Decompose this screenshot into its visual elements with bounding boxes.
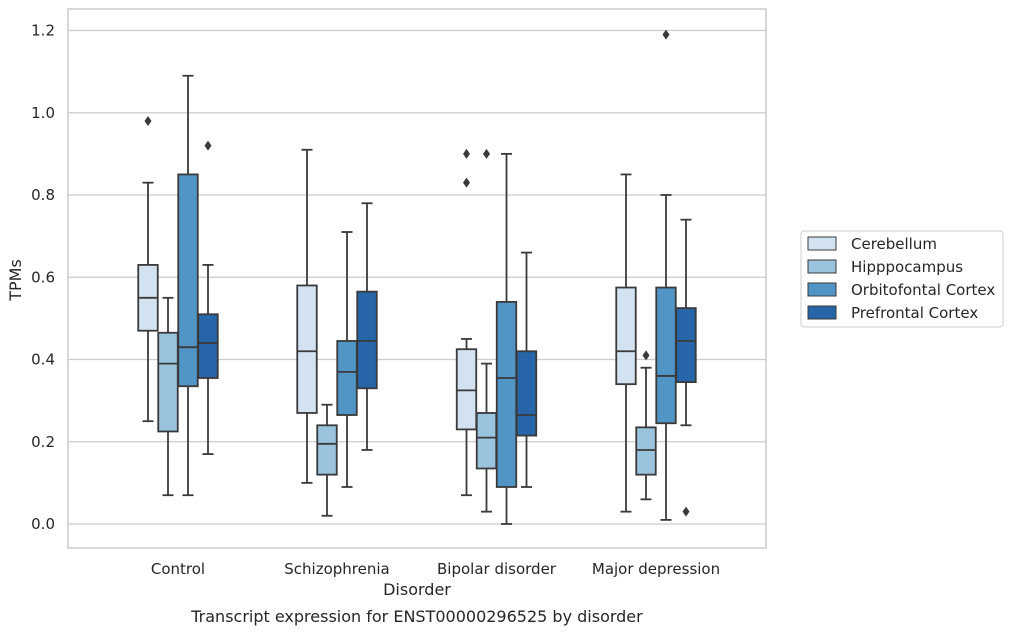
legend-label: Hipppocampus	[851, 258, 963, 276]
legend-frame	[800, 230, 1004, 328]
x-axis-label: Disorder	[383, 580, 451, 599]
box	[455, 348, 478, 431]
box	[635, 426, 657, 476]
box	[316, 424, 338, 476]
outlier-point	[463, 177, 470, 188]
outlier-point	[204, 140, 212, 151]
x-tick-label: Major depression	[592, 560, 720, 578]
x-tick-label: Control	[151, 560, 205, 578]
box	[356, 290, 378, 390]
y-axis-label: TPMs	[6, 259, 25, 302]
legend-swatch	[807, 259, 837, 274]
box	[475, 412, 498, 470]
outlier-point	[483, 148, 490, 159]
x-tick-label: Bipolar disorder	[437, 560, 557, 578]
y-tick-label: 0.2	[31, 433, 55, 451]
box	[675, 307, 697, 384]
legend-label: Orbitofontal Cortex	[851, 281, 995, 299]
box	[157, 331, 179, 433]
box	[495, 301, 518, 488]
plot-area	[67, 8, 767, 549]
outlier-point	[642, 350, 650, 361]
y-tick-label: 1.0	[31, 104, 55, 122]
outlier-point	[682, 506, 690, 517]
x-tick-labels: Control Schizophrenia Bipolar disorder Majo…	[151, 560, 720, 578]
legend: Cerebellum Hipppocampus Orbitofontal Corte…	[800, 230, 1004, 328]
legend-swatch	[807, 305, 837, 320]
y-tick-label: 0.4	[31, 351, 55, 369]
box	[615, 286, 637, 386]
x-tick-label: Schizophrenia	[284, 560, 389, 578]
legend-swatch	[807, 282, 837, 297]
box	[515, 350, 538, 437]
box	[197, 313, 219, 379]
chart-caption: Transcript expression for ENST0000029652…	[190, 607, 643, 626]
box	[655, 286, 677, 425]
box-series	[137, 29, 697, 525]
legend-swatch	[807, 236, 837, 251]
y-tick-labels: 0.0 0.2 0.4 0.6 0.8 1.0 1.2	[31, 22, 55, 534]
box	[336, 340, 358, 416]
box	[296, 284, 318, 414]
y-tick-label: 0.0	[31, 515, 55, 533]
outlier-point	[463, 148, 470, 159]
y-tick-label: 1.2	[31, 22, 55, 40]
outlier-point	[662, 29, 670, 40]
outlier-point	[144, 115, 152, 126]
y-tick-label: 0.8	[31, 186, 55, 204]
y-tick-label: 0.6	[31, 268, 55, 286]
legend-label: Cerebellum	[851, 235, 937, 253]
legend-label: Prefrontal Cortex	[851, 304, 978, 322]
box	[177, 173, 199, 388]
